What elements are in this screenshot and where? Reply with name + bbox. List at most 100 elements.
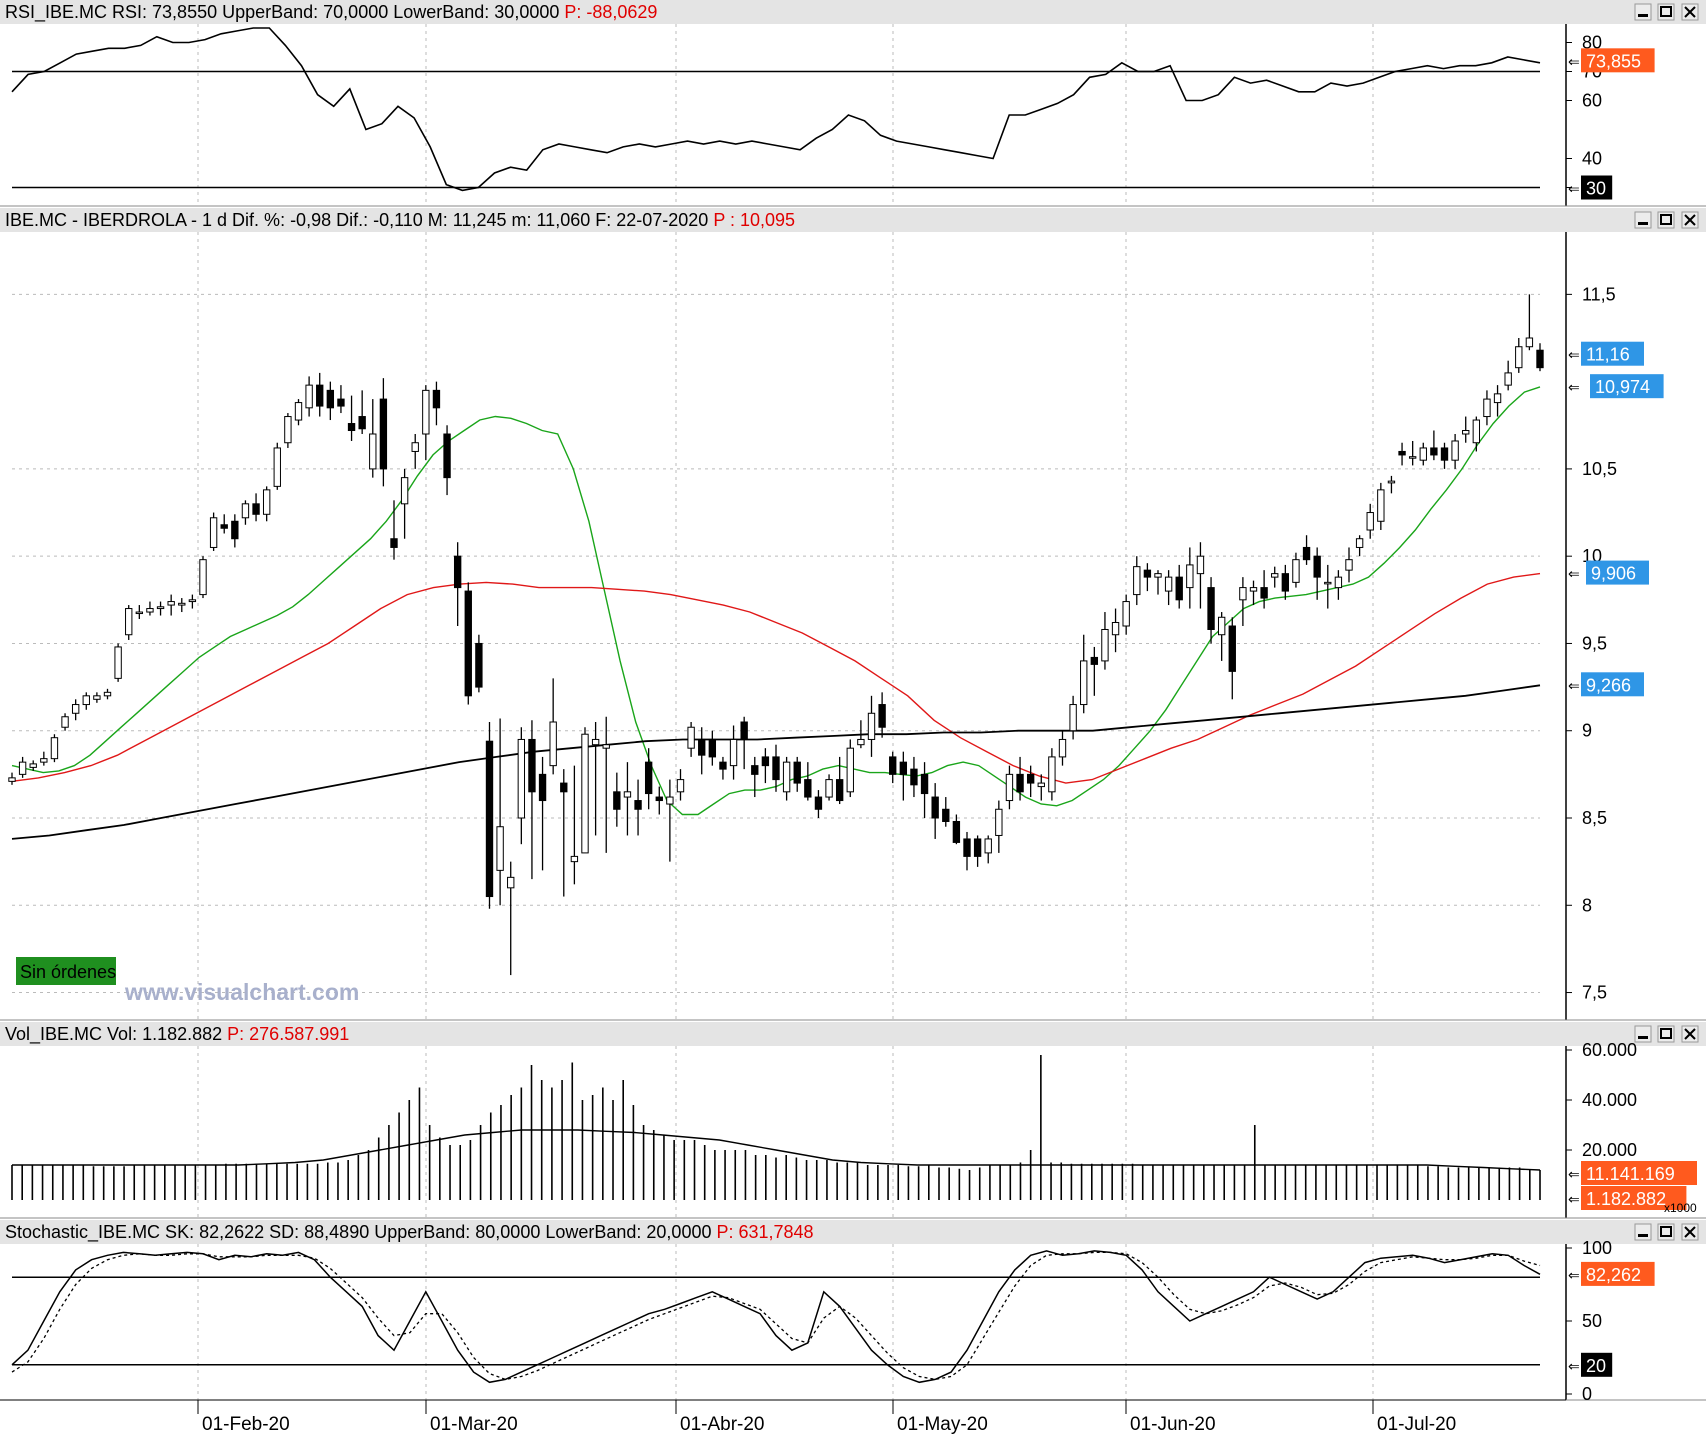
candle: [1366, 503, 1374, 539]
maximize-icon[interactable]: [1657, 1223, 1675, 1241]
price-tick-label: 9,5: [1582, 633, 1607, 653]
header-segment: P: 276.587.991: [222, 1024, 349, 1044]
candle-body-up: [867, 712, 876, 740]
candle: [93, 692, 101, 703]
candle: [1419, 442, 1427, 466]
header-segment: P: 631,7848: [711, 1222, 813, 1242]
badge-bg: [1581, 175, 1613, 200]
candle: [1217, 612, 1226, 661]
rsi-tick-label: 80: [1582, 33, 1602, 53]
candle: [1324, 564, 1332, 609]
candle-body-up: [496, 826, 504, 871]
candle: [602, 716, 610, 853]
candle-body-up: [1154, 573, 1162, 578]
minimize-icon-glyph: [1638, 1036, 1648, 1039]
header-segment: P: -88,0629: [559, 2, 657, 22]
header-segment: RSI_IBE.MC RSI: 73,8550 UpperBand: 70,00…: [5, 2, 559, 23]
candle-body-up: [1037, 782, 1045, 788]
candle: [814, 790, 823, 818]
candle: [135, 605, 144, 620]
candle-body-up: [1515, 346, 1523, 369]
candle-body-down: [1260, 587, 1268, 599]
candle-body-up: [178, 602, 186, 606]
candle-body-up: [103, 691, 112, 697]
candle-body-down: [644, 761, 653, 795]
panel-header-text: IBE.MC - IBERDROLA - 1 d Dif. %: -0,98 D…: [5, 210, 795, 230]
candle: [209, 512, 218, 551]
candle: [1515, 338, 1523, 373]
volume-value-badge: ⇐ 1.182.882: [1568, 1186, 1687, 1210]
maximize-icon[interactable]: [1657, 211, 1675, 229]
candle: [103, 688, 112, 700]
watermark-text: www.visualchart.com: [124, 979, 359, 1005]
candle: [889, 751, 897, 784]
badge-arrow: ⇐: [1568, 53, 1580, 69]
candle-body-down: [708, 738, 717, 758]
candle-body-down: [1207, 587, 1215, 630]
minimize-icon[interactable]: [1634, 1223, 1652, 1241]
candle-body-down: [655, 796, 663, 802]
maximize-icon[interactable]: [1657, 3, 1675, 21]
x-axis-label: 01-Abr-20: [680, 1414, 765, 1434]
ma-mid-line: [11, 572, 1541, 784]
candle: [71, 699, 80, 721]
candle-body-down: [475, 642, 483, 688]
maximize-icon[interactable]: [1657, 1025, 1675, 1043]
candle-body-up: [262, 489, 271, 515]
stoch-tick-label: 0: [1582, 1384, 1592, 1404]
candle-body-up: [93, 695, 101, 700]
candle: [517, 727, 526, 845]
candle: [1302, 535, 1311, 565]
candle: [1271, 566, 1279, 588]
close-icon[interactable]: [1681, 1223, 1699, 1241]
candle: [1005, 765, 1014, 810]
rsi-tick-label: 60: [1582, 91, 1602, 111]
candle: [29, 760, 37, 771]
candle-body-up: [1196, 555, 1205, 575]
candle: [782, 756, 791, 801]
candle: [358, 390, 366, 434]
badge-arrow: ⇐: [1568, 1166, 1580, 1182]
candle: [507, 861, 515, 976]
candle-body-up: [294, 402, 303, 421]
candle: [719, 756, 727, 780]
minimize-icon-glyph: [1638, 1234, 1648, 1237]
candle: [1536, 343, 1544, 372]
panel-volume: Vol_IBE.MC Vol: 1.182.882 P: 276.587.991…: [0, 1022, 1706, 1219]
panel-price: IBE.MC - IBERDROLA - 1 d Dif. %: -0,98 D…: [0, 208, 1706, 1021]
candle-body-down: [952, 820, 961, 843]
close-icon[interactable]: [1681, 1025, 1699, 1043]
maximize-icon-glyph: [1660, 214, 1672, 225]
candle: [1164, 570, 1173, 606]
candle-body-down: [931, 796, 939, 819]
candle: [1334, 570, 1343, 600]
candle-body-up: [1334, 576, 1343, 589]
candle: [432, 381, 441, 426]
candle-body-down: [719, 761, 727, 770]
candle: [156, 601, 165, 616]
status-badge-bg: [16, 957, 116, 985]
candle: [995, 800, 1003, 853]
candle: [464, 582, 472, 705]
close-icon-glyph: [1684, 1028, 1696, 1040]
candle: [591, 722, 600, 836]
candle: [1451, 434, 1459, 469]
minimize-icon[interactable]: [1634, 211, 1652, 229]
candle: [676, 769, 685, 801]
close-icon[interactable]: [1681, 3, 1699, 21]
candle: [1525, 294, 1534, 351]
status-text: Sin órdenes: [20, 962, 116, 982]
badge-bg: [1581, 1161, 1697, 1185]
candle-body-down: [1302, 546, 1311, 561]
badge-value: 1.182.882: [1586, 1189, 1666, 1209]
minimize-icon[interactable]: [1634, 3, 1652, 21]
candle: [1186, 547, 1194, 609]
candle-body-down: [1440, 447, 1449, 461]
minimize-icon[interactable]: [1634, 1025, 1652, 1043]
candle-body-up: [1186, 564, 1194, 589]
close-icon[interactable]: [1681, 211, 1699, 229]
candle: [188, 594, 197, 609]
candle: [751, 756, 759, 798]
candle: [867, 695, 876, 757]
badge-bg: [1581, 341, 1644, 366]
